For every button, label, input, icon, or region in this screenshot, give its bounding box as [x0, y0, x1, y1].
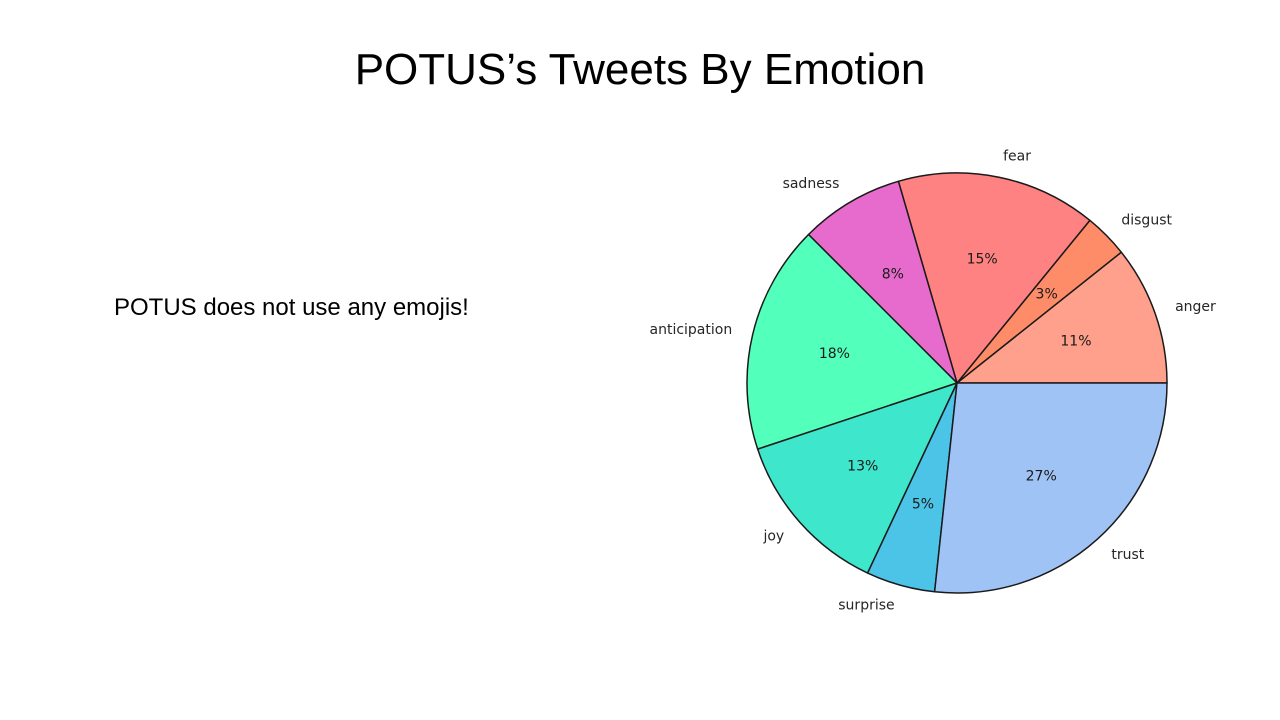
pie-pct-label-trust: 27%	[1026, 469, 1057, 485]
pie-pct-label-anger: 11%	[1060, 333, 1091, 349]
pie-pct-label-surprise: 5%	[912, 496, 934, 512]
pie-category-label-disgust: disgust	[1121, 213, 1172, 229]
pie-category-label-surprise: surprise	[838, 597, 894, 613]
pie-pct-label-joy: 13%	[847, 459, 878, 475]
pie-pct-label-anticipation: 18%	[819, 346, 850, 362]
pie-category-label-trust: trust	[1111, 547, 1144, 563]
pie-category-label-sadness: sadness	[783, 176, 840, 192]
pie-category-label-joy: joy	[762, 528, 784, 544]
pie-category-label-anger: anger	[1175, 299, 1216, 315]
pie-category-label-fear: fear	[1003, 149, 1031, 165]
pie-category-label-anticipation: anticipation	[650, 322, 733, 338]
pie-pct-label-sadness: 8%	[882, 267, 904, 283]
pie-pct-label-disgust: 3%	[1036, 286, 1058, 302]
pie-pct-label-fear: 15%	[967, 252, 998, 268]
